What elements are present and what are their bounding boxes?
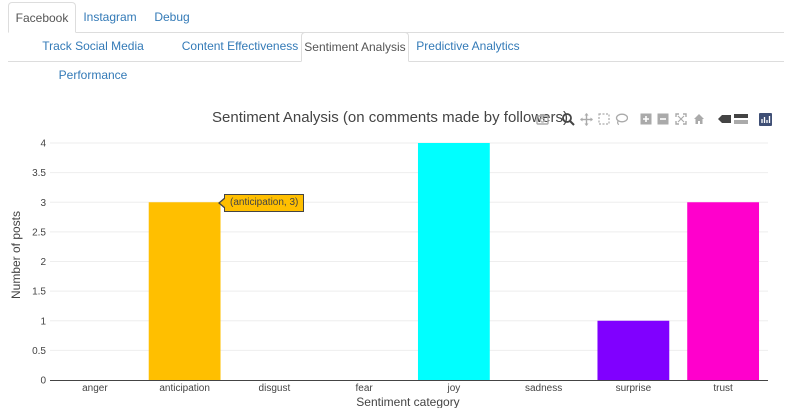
y-tick-label: 2 — [40, 257, 46, 268]
x-tick-label: fear — [356, 383, 374, 394]
platform-tabs: Facebook Instagram Debug — [8, 0, 784, 33]
tab-predictive-analytics[interactable]: Predictive Analytics — [416, 39, 520, 53]
hover-tooltip: (anticipation, 3) — [217, 194, 305, 212]
spike-lines-icon[interactable] — [717, 112, 731, 126]
y-axis-title: Number of posts — [9, 211, 23, 299]
zoom-out-icon[interactable] — [656, 112, 670, 126]
tab-facebook[interactable]: Facebook — [8, 2, 76, 33]
tab-sentiment-analysis[interactable]: Sentiment Analysis — [301, 32, 409, 62]
home-icon[interactable] — [692, 112, 706, 126]
zoom-in-icon[interactable] — [639, 112, 653, 126]
tab-debug[interactable]: Debug — [154, 10, 190, 24]
x-tick-label: sadness — [525, 383, 562, 394]
bar-trust[interactable] — [687, 202, 760, 380]
tab-instagram[interactable]: Instagram — [83, 10, 137, 24]
bar-surprise[interactable] — [597, 320, 670, 380]
x-axis-title: Sentiment category — [356, 395, 459, 408]
x-tick-label: joy — [446, 383, 460, 394]
y-tick-label: 3 — [40, 198, 46, 209]
box-select-icon[interactable] — [597, 112, 611, 126]
facebook-subtabs: Track Social Media Performance Content E… — [8, 31, 784, 82]
y-tick-label: 0 — [40, 376, 46, 387]
lasso-icon[interactable] — [614, 112, 628, 126]
tab-track-performance[interactable]: Track Social Media Performance — [42, 39, 144, 82]
zoom-icon[interactable] — [561, 112, 575, 126]
y-tick-label: 4 — [40, 139, 46, 150]
camera-icon[interactable] — [535, 112, 549, 126]
y-tick-label: 1 — [40, 316, 46, 327]
x-tick-label: trust — [713, 383, 733, 394]
tab-content-effectiveness[interactable]: Content Effectiveness — [181, 39, 299, 53]
x-tick-label: disgust — [259, 383, 291, 394]
sentiment-bar-chart: Sentiment Analysis (on comments made by … — [9, 109, 768, 408]
compare-hover-icon[interactable] — [734, 112, 748, 126]
bar-joy[interactable] — [417, 143, 490, 380]
y-tick-label: 3.5 — [32, 168, 46, 179]
plotly-logo-icon[interactable] — [758, 112, 772, 126]
bar-anticipation[interactable] — [148, 202, 221, 380]
x-tick-label: surprise — [616, 383, 652, 394]
y-tick-label: 2.5 — [32, 227, 46, 238]
y-tick-label: 0.5 — [32, 346, 46, 357]
x-tick-label: anger — [82, 383, 108, 394]
chart-title: Sentiment Analysis (on comments made by … — [212, 109, 568, 126]
y-tick-label: 1.5 — [32, 287, 46, 298]
autoscale-icon[interactable] — [674, 112, 688, 126]
x-tick-label: anticipation — [159, 383, 210, 394]
pan-icon[interactable] — [579, 112, 593, 126]
